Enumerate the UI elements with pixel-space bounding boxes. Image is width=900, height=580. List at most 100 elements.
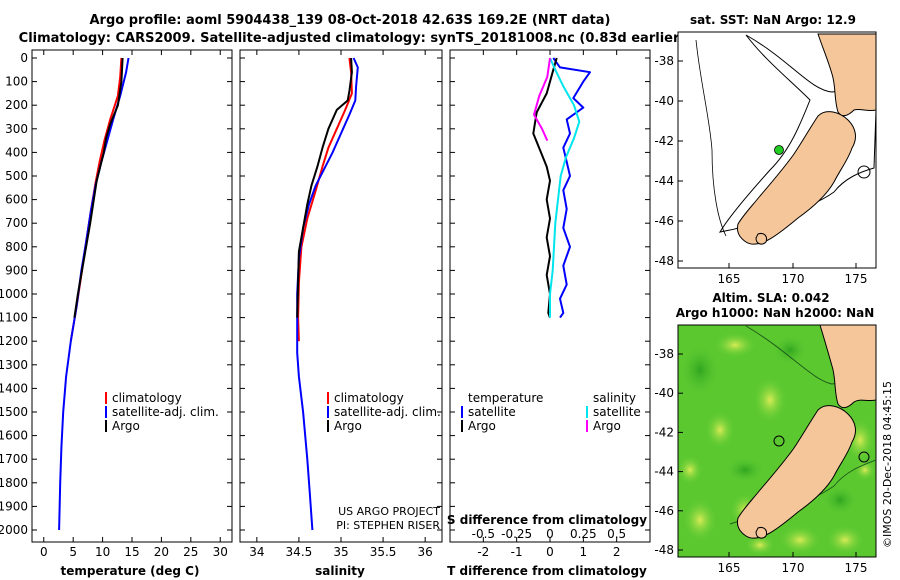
series-line-argo xyxy=(296,57,353,318)
legend-label-s-satellite: satellite xyxy=(593,405,641,419)
legend-title-temperature: temperature xyxy=(468,391,543,405)
chart-title-line1: Argo profile: aoml 5904438_139 08-Oct-20… xyxy=(90,13,611,28)
sla-stewart-island-landmass xyxy=(755,527,767,539)
x-tick-label: 5 xyxy=(69,545,77,559)
series-line-argo xyxy=(73,57,124,318)
sst-shelf-contour xyxy=(695,39,727,237)
depth-tick-label: 1400 xyxy=(0,381,28,395)
s-diff-tick-label: 0.25 xyxy=(570,527,597,541)
depth-tick-label: 1300 xyxy=(0,358,28,372)
depth-tick-label: 2000 xyxy=(0,523,28,537)
sla-south-island-landmass xyxy=(737,405,856,539)
lat-tick-label: -40 xyxy=(654,94,674,108)
x-tick-label: -1 xyxy=(511,545,523,559)
sla-map-title-line2: Argo h1000: NaN h2000: NaN xyxy=(676,306,875,320)
lat-tick-label: -40 xyxy=(654,386,674,400)
legend-label-climatology: climatology xyxy=(334,391,404,405)
depth-tick-label: 900 xyxy=(5,263,28,277)
depth-tick-label: 1700 xyxy=(0,452,28,466)
s-diff-tick-label: -0.5 xyxy=(472,527,495,541)
x-tick-label: 25 xyxy=(183,545,198,559)
sla-map-title-line1: Altim. SLA: 0.042 xyxy=(712,291,829,305)
x-tick-label: 36 xyxy=(418,545,433,559)
depth-tick-label: 1800 xyxy=(0,476,28,490)
depth-tick-label: 1200 xyxy=(0,334,28,348)
series-line-temperature-argo xyxy=(532,57,558,318)
legend-label-argo: Argo xyxy=(112,419,140,433)
lat-tick-label: -42 xyxy=(654,425,674,439)
depth-tick-label: 1900 xyxy=(0,499,28,513)
legend-label-satellite: satellite-adj. clim. xyxy=(334,405,441,419)
legend-label-argo: Argo xyxy=(334,419,362,433)
salinity-panel xyxy=(239,49,443,543)
series-line-salinity-satellite xyxy=(549,57,581,318)
lat-tick-label: -44 xyxy=(654,174,674,188)
depth-tick-label: 1000 xyxy=(0,287,28,301)
depth-tick-label: 300 xyxy=(5,122,28,136)
lat-tick-label: -48 xyxy=(654,254,674,268)
legend-label-s-argo: Argo xyxy=(593,419,621,433)
depth-tick-label: 100 xyxy=(5,75,28,89)
pi-credit: PI: STEPHEN RISER xyxy=(336,519,440,532)
argo-float-marker-icon xyxy=(774,145,784,155)
x-tick-label: 30 xyxy=(213,545,228,559)
x-tick-label: 15 xyxy=(124,545,139,559)
sla-field xyxy=(678,325,876,555)
imos-credit: ©IMOS 20-Dec-2018 04:45:15 xyxy=(881,381,894,548)
x-tick-label: 35 xyxy=(333,545,348,559)
temperature-panel xyxy=(31,49,233,543)
x-tick-label: 35.5 xyxy=(370,545,397,559)
depth-tick-label: 0 xyxy=(20,51,28,65)
legend-label-climatology: climatology xyxy=(112,391,182,405)
series-line-salinity-argo xyxy=(533,57,551,142)
x-tick-label: 1 xyxy=(580,545,588,559)
sla-eddy-marker-icon xyxy=(858,451,870,463)
x-tick-label: 34.5 xyxy=(286,545,313,559)
s-diff-tick-label: 0.5 xyxy=(607,527,626,541)
lat-tick-label: -38 xyxy=(654,347,674,361)
depth-tick-label: 600 xyxy=(5,193,28,207)
stewart-island-landmass xyxy=(755,233,767,245)
x-tick-label: -2 xyxy=(477,545,489,559)
lon-tick-label: 165 xyxy=(718,561,741,575)
depth-tick-label: 200 xyxy=(5,98,28,112)
south-island-landmass xyxy=(737,111,856,245)
lat-tick-label: -46 xyxy=(654,214,674,228)
sla-argo-float-marker-icon xyxy=(773,435,785,447)
legend-label-t-satellite: satellite xyxy=(468,405,516,419)
legend-label-t-argo: Argo xyxy=(468,419,496,433)
depth-tick-label: 1100 xyxy=(0,311,28,325)
lon-tick-label: 165 xyxy=(718,272,741,286)
lon-tick-label: 170 xyxy=(782,561,805,575)
depth-tick-label: 500 xyxy=(5,169,28,183)
chart-title-line2: Climatology: CARS2009. Satellite-adjuste… xyxy=(19,31,686,46)
temperature-legend: climatology satellite-adj. clim. Argo xyxy=(105,391,219,433)
x-tick-label: 2 xyxy=(613,545,621,559)
depth-tick-label: 1600 xyxy=(0,429,28,443)
lat-tick-label: -42 xyxy=(654,134,674,148)
lon-tick-label: 175 xyxy=(845,272,868,286)
lat-tick-label: -46 xyxy=(654,504,674,518)
temperature-axis-label: temperature (deg C) xyxy=(61,564,200,578)
salinity-axis-label: salinity xyxy=(315,564,365,578)
north-island-landmass xyxy=(817,33,877,117)
x-tick-label: 20 xyxy=(154,545,169,559)
sst-map xyxy=(677,31,877,269)
x-tick-label: 0 xyxy=(546,545,554,559)
x-tick-label: 10 xyxy=(95,545,110,559)
sla-map xyxy=(677,324,877,558)
difference-legend: temperature satellite Argo salinity sate… xyxy=(461,391,641,433)
x-tick-label: 34 xyxy=(249,545,264,559)
lat-tick-label: -38 xyxy=(654,54,674,68)
lat-tick-label: -44 xyxy=(654,465,674,479)
t-difference-axis-label: T difference from climatology xyxy=(447,564,647,578)
sst-map-title: sat. SST: NaN Argo: 12.9 xyxy=(690,13,856,27)
series-line-temperature-satellite xyxy=(552,57,591,319)
lon-tick-label: 175 xyxy=(845,561,868,575)
depth-tick-label: 700 xyxy=(5,216,28,230)
depth-tick-label: 1500 xyxy=(0,405,28,419)
lat-tick-label: -48 xyxy=(654,543,674,557)
sla-north-island-landmass xyxy=(819,325,876,409)
salinity-legend: climatology satellite-adj. clim. Argo xyxy=(327,391,441,433)
